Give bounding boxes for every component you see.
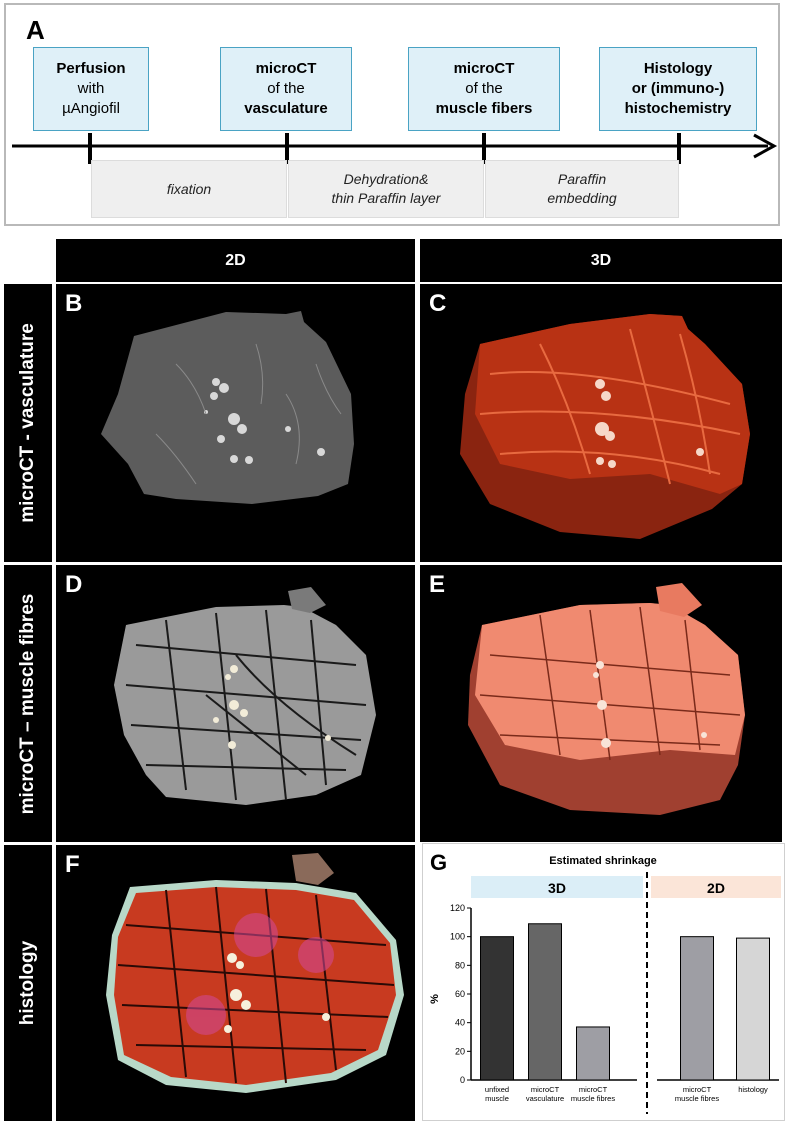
timeline-arrow	[12, 133, 778, 164]
x-tick-label: muscle fibres	[571, 1094, 615, 1103]
panel-f-image: F	[56, 845, 415, 1121]
process-dehydration: Dehydration& thin Paraffin layer	[288, 160, 484, 218]
x-tick-label: unfixed	[485, 1085, 509, 1094]
bar	[480, 936, 514, 1081]
chart-bars: unfixedmusclemicroCTvasculaturemicroCTmu…	[480, 923, 770, 1103]
step-perfusion: Perfusion with µAngiofil	[33, 47, 149, 131]
shrinkage-chart: G Estimated shrinkage 3D 2D % 0 20 40 60 80 1…	[429, 850, 781, 1114]
band-2d	[651, 876, 781, 898]
row-label-histology: histology	[4, 845, 52, 1121]
process-paraffin: Paraffin embedding	[485, 160, 679, 218]
bar	[736, 937, 770, 1081]
y-tick-label: 20	[455, 1046, 465, 1056]
panel-e-image: E	[420, 565, 782, 842]
process-text: Dehydration&	[343, 171, 429, 187]
y-tick-label: 40	[455, 1018, 465, 1028]
y-tick-label: 120	[450, 903, 465, 913]
x-tick-label: muscle fibres	[675, 1094, 719, 1103]
group-label-2d: 2D	[707, 880, 725, 896]
panel-letter-d: D	[65, 571, 83, 598]
step-title: microCT	[255, 60, 317, 77]
step-title: Histology	[643, 60, 713, 77]
header-3d: 3D	[420, 239, 782, 282]
vasculature-2d-slice	[101, 311, 354, 504]
panel-a-timeline: A Perfusion with µAngiofil microCT of th…	[4, 3, 780, 226]
group-label-3d: 3D	[548, 880, 566, 896]
step-title: muscle fibers	[435, 100, 533, 117]
x-tick-label: microCT	[579, 1085, 608, 1094]
x-tick-label: histology	[738, 1085, 768, 1094]
step-text: of the	[465, 80, 503, 97]
bar	[576, 1026, 610, 1081]
x-tick-label: microCT	[531, 1085, 560, 1094]
process-fixation: fixation	[91, 160, 287, 218]
header-2d: 2D	[56, 239, 415, 282]
y-tick-label: 100	[450, 932, 465, 942]
process-text: thin Paraffin layer	[331, 190, 441, 206]
panel-letter-b: B	[65, 290, 83, 317]
bar	[528, 923, 562, 1081]
panel-letter-e: E	[429, 571, 446, 598]
step-microct-vasculature: microCT of the vasculature	[220, 47, 352, 131]
row-label-vasculature: microCT - vasculature	[4, 284, 52, 562]
chart-title: Estimated shrinkage	[549, 855, 657, 867]
step-text: of the	[267, 80, 305, 97]
histology-section	[106, 853, 404, 1093]
panel-letter-f: F	[65, 851, 80, 878]
panel-letter-a: A	[26, 15, 45, 45]
row-label-muscle: microCT – muscle fibres	[4, 565, 52, 842]
step-microct-muscle: microCT of the muscle fibers	[408, 47, 560, 131]
panel-d-image: D	[56, 565, 415, 842]
panel-letter-g: G	[430, 850, 447, 875]
step-text: with	[77, 80, 105, 97]
step-histology: Histology or (immuno-) histochemistry	[599, 47, 757, 131]
step-title: or (immuno-)	[631, 80, 725, 97]
step-title: microCT	[453, 60, 515, 77]
step-text: µAngiofil	[62, 100, 120, 117]
x-tick-label: muscle	[485, 1094, 509, 1103]
panel-letter-c: C	[429, 290, 447, 317]
y-tick-label: 0	[460, 1075, 465, 1085]
process-text: Paraffin	[557, 171, 607, 187]
y-tick-label: 80	[455, 960, 465, 970]
step-title: Perfusion	[56, 60, 126, 77]
step-title: vasculature	[244, 100, 328, 117]
y-axis-label: %	[429, 994, 441, 1004]
panel-g-chart: G Estimated shrinkage 3D 2D % 0 20 40 60 80 1…	[422, 843, 785, 1121]
vasculature-3d-render	[460, 314, 750, 539]
y-tick-label: 60	[455, 989, 465, 999]
step-title: histochemistry	[624, 100, 732, 117]
panel-b-image: B	[56, 284, 415, 562]
x-tick-label: vasculature	[526, 1094, 564, 1103]
band-3d	[471, 876, 643, 898]
process-text: fixation	[166, 180, 212, 197]
x-tick-label: microCT	[683, 1085, 712, 1094]
panel-c-image: C	[420, 284, 782, 562]
muscle-2d-slice	[114, 587, 376, 805]
bar	[680, 936, 714, 1081]
muscle-3d-render	[468, 583, 745, 815]
process-text: embedding	[547, 190, 617, 206]
